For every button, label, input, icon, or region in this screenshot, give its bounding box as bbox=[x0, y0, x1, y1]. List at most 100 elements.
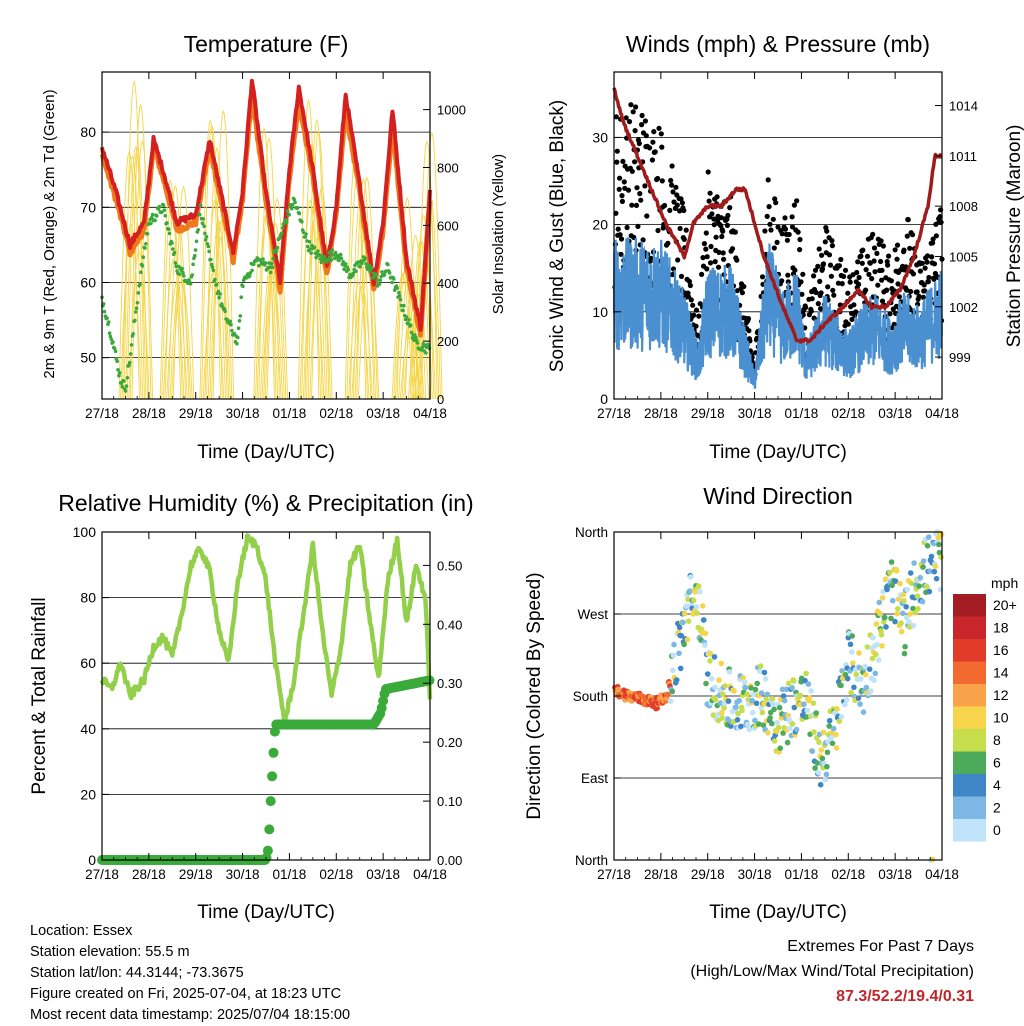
y-tick-label: 20 bbox=[592, 217, 608, 233]
x-tick-label: 04/18 bbox=[925, 406, 959, 421]
dewpoint-point bbox=[134, 306, 139, 311]
direction-point bbox=[806, 695, 813, 701]
gust-point bbox=[752, 350, 759, 356]
dewpoint-point bbox=[401, 308, 405, 313]
dewpoint-point bbox=[247, 274, 252, 278]
gust-point bbox=[683, 227, 689, 233]
wind-x-label: Time (Day/UTC) bbox=[709, 442, 847, 463]
dewpoint-point bbox=[424, 351, 428, 355]
dewpoint-point bbox=[287, 212, 292, 217]
gust-point bbox=[803, 304, 809, 311]
direction-point bbox=[761, 669, 768, 676]
x-tick-label: 30/18 bbox=[226, 406, 260, 421]
dewpoint-point bbox=[335, 253, 340, 258]
y-tick-label: 80 bbox=[80, 124, 96, 140]
direction-point bbox=[771, 706, 777, 713]
legend-label: 18 bbox=[993, 620, 1009, 636]
direction-point bbox=[809, 748, 816, 755]
dewpoint-point bbox=[131, 332, 135, 336]
solar-y-label: Solar Insolation (Yellow) bbox=[490, 154, 507, 314]
wind-speed-line bbox=[612, 237, 943, 389]
gust-point bbox=[795, 229, 801, 235]
gust-point bbox=[693, 307, 700, 313]
direction-point bbox=[897, 580, 903, 587]
direction-point bbox=[892, 618, 898, 625]
gust-point bbox=[739, 290, 746, 296]
direction-point bbox=[901, 598, 907, 604]
direction-point bbox=[742, 684, 749, 691]
direction-point bbox=[834, 706, 840, 712]
dewpoint-point bbox=[161, 203, 166, 208]
dewpoint-point bbox=[284, 220, 289, 224]
gust-point bbox=[818, 306, 824, 312]
dewpoint-point bbox=[367, 263, 372, 268]
solar-insolation-line bbox=[204, 198, 226, 400]
gust-point bbox=[831, 292, 837, 298]
direction-point bbox=[763, 696, 769, 702]
direction-point bbox=[887, 569, 893, 576]
dewpoint-point bbox=[193, 248, 198, 252]
y-right-tick-label: 600 bbox=[437, 218, 459, 233]
dewpoint-point bbox=[312, 245, 317, 250]
direction-point bbox=[742, 679, 748, 685]
direction-point bbox=[855, 695, 862, 701]
gust-point bbox=[894, 256, 900, 262]
direction-point bbox=[712, 684, 718, 691]
dewpoint-point bbox=[211, 268, 216, 273]
dewpoint-point bbox=[269, 261, 274, 266]
y-right-tick-label: 1008 bbox=[949, 199, 978, 214]
dewpoint-point bbox=[407, 318, 411, 322]
direction-point bbox=[771, 738, 778, 744]
gust-point bbox=[829, 238, 835, 244]
direction-point bbox=[781, 697, 788, 704]
gust-point bbox=[785, 279, 791, 285]
dewpoint-point bbox=[408, 323, 413, 328]
dewpoint-point bbox=[346, 267, 351, 272]
direction-point bbox=[734, 717, 741, 723]
direction-point bbox=[797, 692, 804, 699]
gust-point bbox=[706, 198, 712, 204]
dewpoint-point bbox=[209, 257, 213, 262]
y-tick-label: 30 bbox=[592, 129, 608, 145]
solar-insolation-line bbox=[131, 139, 154, 400]
humidity-line bbox=[99, 533, 433, 727]
y-tick-label: 0 bbox=[600, 391, 608, 407]
direction-point bbox=[749, 697, 755, 704]
dewpoint-point bbox=[395, 286, 400, 290]
dewpoint-point bbox=[203, 231, 207, 236]
direction-point bbox=[704, 671, 711, 677]
gust-point bbox=[930, 240, 936, 246]
direction-point bbox=[721, 705, 727, 711]
gust-point bbox=[828, 273, 835, 279]
dewpoint-point bbox=[182, 274, 186, 278]
direction-point bbox=[900, 610, 906, 617]
gust-point bbox=[824, 228, 830, 234]
direction-point bbox=[816, 739, 822, 746]
gust-point bbox=[888, 278, 895, 284]
dewpoint-point bbox=[194, 239, 199, 244]
dewpoint-point bbox=[177, 272, 182, 277]
y-right-tick-label: 200 bbox=[437, 334, 459, 349]
direction-point bbox=[938, 554, 944, 560]
gust-point bbox=[792, 267, 798, 273]
gust-point bbox=[863, 267, 869, 273]
dewpoint-point bbox=[136, 291, 141, 295]
direction-point bbox=[924, 584, 930, 590]
precip-point bbox=[262, 845, 273, 856]
direction-point bbox=[749, 709, 756, 716]
legend-swatch bbox=[953, 729, 986, 752]
gust-point bbox=[884, 287, 890, 293]
dewpoint-point bbox=[239, 295, 243, 300]
gust-point bbox=[691, 312, 697, 318]
gust-point bbox=[703, 246, 709, 252]
gust-point bbox=[677, 225, 683, 232]
direction-point bbox=[924, 543, 931, 549]
extremes-subtitle: (High/Low/Max Wind/Total Precipitation) bbox=[690, 963, 974, 980]
direction-point bbox=[869, 655, 876, 662]
dewpoint-point bbox=[414, 335, 418, 340]
gust-point bbox=[764, 213, 770, 219]
legend-swatch bbox=[953, 616, 986, 639]
temperature-title: Temperature (F) bbox=[184, 31, 349, 57]
gust-point bbox=[700, 255, 706, 261]
gust-point bbox=[713, 234, 719, 240]
